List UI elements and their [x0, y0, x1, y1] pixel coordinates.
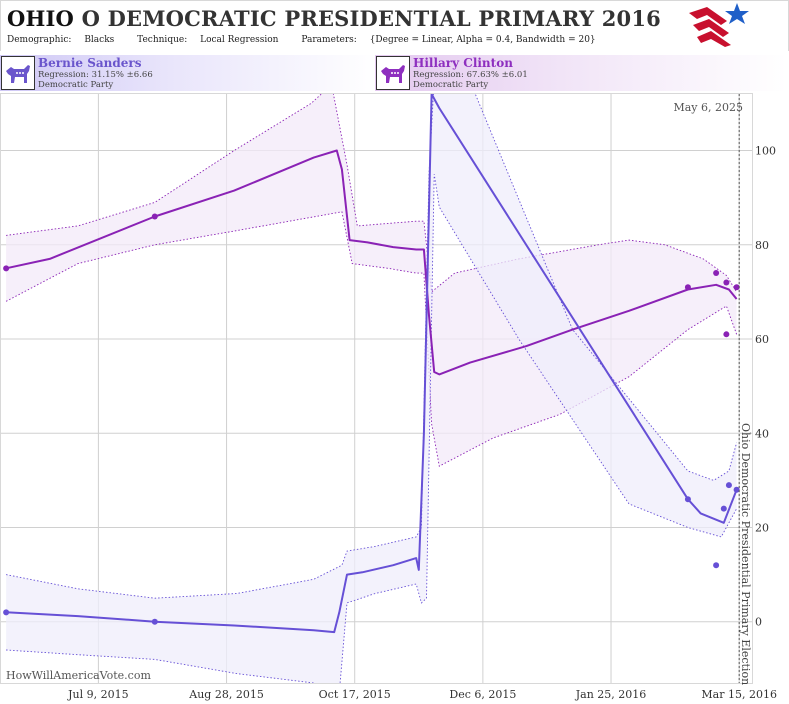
x-axis-ticks: Jul 9, 2015 Aug 28, 2015 Oct 17, 2015 Dec 6…	[67, 688, 777, 701]
title-state: OHIO	[7, 6, 75, 31]
donkey-icon	[1, 56, 35, 90]
watermark: HowWillAmericaVote.com	[6, 669, 151, 682]
sanders-band	[6, 94, 737, 683]
y-axis-ticks: 0 20 40 60 80 100	[755, 145, 776, 629]
clinton-poll-point	[723, 331, 730, 338]
clinton-poll-point	[713, 270, 720, 277]
x-tick-label: Mar 15, 2016	[701, 688, 777, 701]
sanders-poll-point	[720, 505, 727, 512]
title-election: O DEMOCRATIC PRESIDENTIAL PRIMARY 2016	[81, 6, 661, 31]
y-tick-label: 60	[755, 333, 769, 346]
y-tick-label: 40	[755, 427, 769, 440]
candidate-name: Bernie Sanders	[38, 56, 142, 70]
demographic-label: Demographic:	[7, 35, 72, 45]
sanders-upper-bound	[6, 94, 738, 599]
parameters-label: Parameters:	[301, 35, 357, 45]
candidate-card-clinton: Hillary Clinton Regression: 67.63% ±6.01…	[375, 55, 787, 91]
candidate-party: Democratic Party	[413, 80, 489, 90]
y-tick-label: 20	[755, 522, 769, 535]
candidate-name: Hillary Clinton	[413, 56, 513, 70]
sanders-poll-point	[733, 486, 740, 493]
candidate-party: Democratic Party	[38, 80, 114, 90]
donkey-icon	[376, 56, 410, 90]
poll-points	[3, 213, 740, 625]
clinton-poll-point	[3, 265, 10, 272]
technique-label: Technique:	[137, 35, 188, 45]
clinton-poll-point	[733, 284, 740, 291]
current-date-label: May 6, 2025	[673, 101, 743, 114]
x-tick-label: Oct 17, 2015	[319, 688, 391, 701]
candidate-regression: Regression: 67.63% ±6.01	[413, 70, 528, 80]
x-tick-label: Aug 28, 2015	[188, 688, 264, 701]
parameters-value: {Degree = Linear, Alpha = 0.4, Bandwidth…	[369, 35, 596, 45]
star-flag-logo-icon	[689, 3, 749, 47]
technique-value: Local Regression	[200, 35, 279, 45]
sanders-poll-point	[151, 618, 158, 625]
y-tick-label: 100	[755, 145, 776, 158]
clinton-poll-point	[723, 279, 730, 286]
x-tick-label: Jan 25, 2016	[575, 688, 647, 701]
y-tick-label: 80	[755, 239, 769, 252]
candidate-card-sanders: Bernie Sanders Regression: 31.15% ±6.66 …	[0, 55, 378, 91]
clinton-poll-point	[684, 284, 691, 291]
plot-frame	[0, 93, 753, 684]
y-tick-label: 0	[755, 616, 762, 629]
sanders-poll-point	[684, 496, 691, 503]
clinton-trend-line	[5, 149, 738, 376]
sanders-poll-point	[3, 609, 10, 616]
sanders-poll-point	[725, 482, 732, 489]
regression-chart: 0 20 40 60 80 100 Jul 9, 2015 Aug 28, 2015 Oct …	[0, 93, 777, 701]
election-label: Ohio Democratic Presidential Primary Ele…	[739, 423, 752, 685]
clinton-poll-point	[151, 213, 158, 220]
x-tick-label: Dec 6, 2015	[449, 688, 516, 701]
chart-header: OHIO O DEMOCRATIC PRESIDENTIAL PRIMARY 2…	[0, 0, 789, 51]
chart-parameters: Demographic: Blacks Technique: Local Reg…	[7, 35, 616, 45]
x-tick-label: Jul 9, 2015	[67, 688, 129, 701]
page-title: OHIO O DEMOCRATIC PRESIDENTIAL PRIMARY 2…	[7, 6, 661, 31]
confidence-bands	[5, 94, 738, 683]
sanders-poll-point	[713, 562, 720, 569]
sanders-lower-bound	[6, 174, 737, 683]
candidate-regression: Regression: 31.15% ±6.66	[38, 70, 153, 80]
demographic-value: Blacks	[84, 35, 115, 45]
